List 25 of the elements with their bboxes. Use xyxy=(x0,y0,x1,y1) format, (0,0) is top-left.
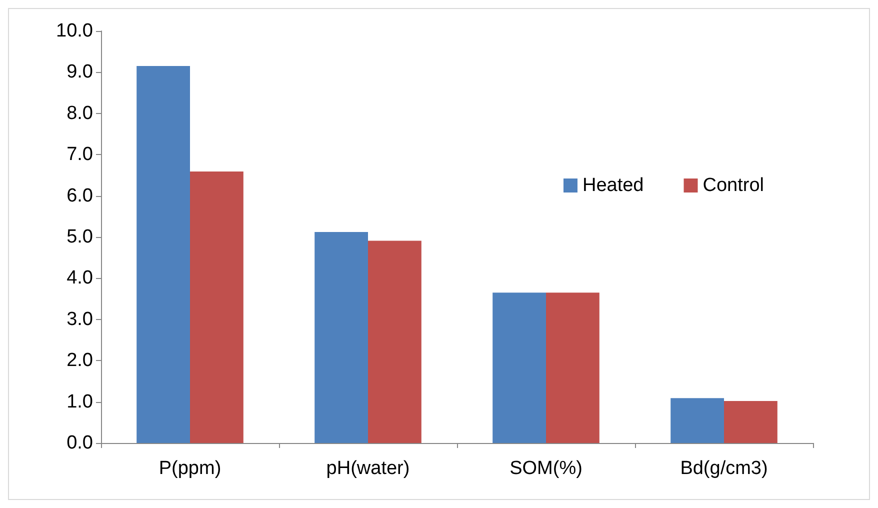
x-tick-label: pH(water) xyxy=(326,458,410,479)
bar xyxy=(724,400,778,443)
bar xyxy=(136,66,190,443)
y-tick-label: 4.0 xyxy=(66,268,93,289)
y-tick-label: 10.0 xyxy=(56,20,93,42)
y-tick-label: 5.0 xyxy=(66,226,93,248)
bar xyxy=(314,232,368,443)
y-tick-label: 2.0 xyxy=(66,350,93,372)
y-tick-label: 1.0 xyxy=(66,391,93,412)
y-tick-label: 6.0 xyxy=(66,185,93,206)
bar xyxy=(492,292,546,443)
bar xyxy=(670,398,724,443)
y-tick-label: 9.0 xyxy=(66,62,93,83)
x-tick-label: Bd(g/cm3) xyxy=(680,458,768,479)
bar xyxy=(546,292,600,443)
y-tick-label: 8.0 xyxy=(66,102,93,124)
legend-label: Heated xyxy=(582,175,644,196)
legend-label: Control xyxy=(702,175,764,196)
bar xyxy=(190,171,244,443)
y-tick-label: 3.0 xyxy=(66,308,93,330)
y-tick-label: 0.0 xyxy=(66,432,93,454)
x-tick-label: P(ppm) xyxy=(158,458,222,479)
bar xyxy=(368,240,422,443)
x-tick-label: SOM(%) xyxy=(510,458,582,479)
y-tick-label: 7.0 xyxy=(66,144,93,166)
